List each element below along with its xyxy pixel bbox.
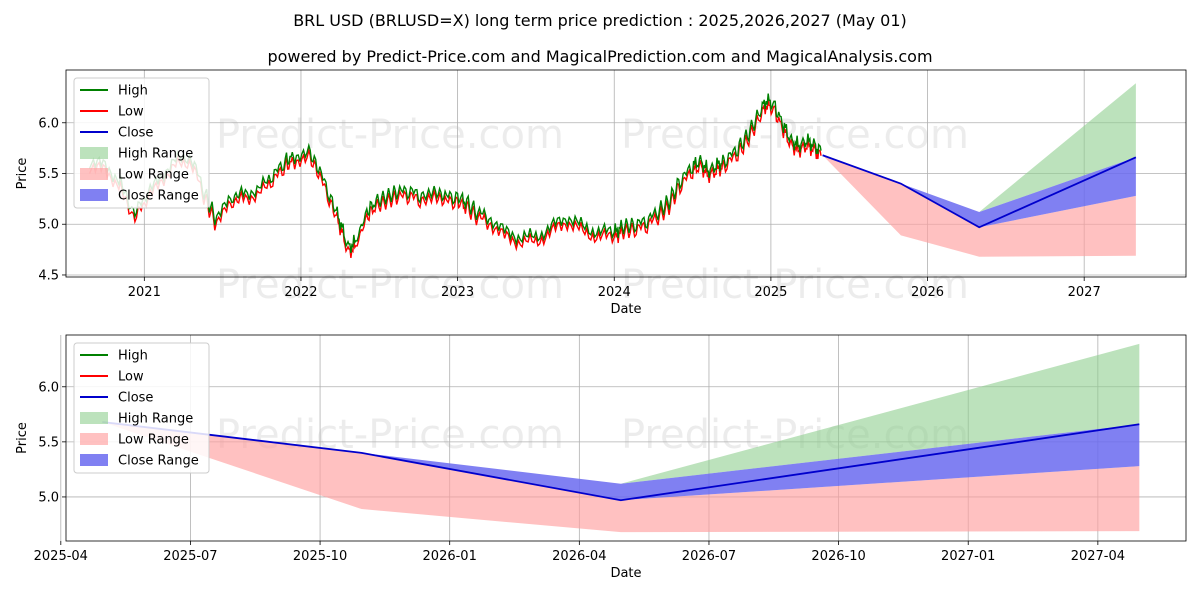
y-tick-label: 4.5 bbox=[38, 268, 59, 283]
y-axis-label: Price bbox=[15, 158, 30, 190]
legend-label: High bbox=[118, 84, 148, 99]
x-tick-label: 2023 bbox=[441, 285, 474, 300]
x-tick-label: 2026-04 bbox=[552, 549, 606, 564]
bottom-panel: Predict-Price.com Predict-Price.com2025-0… bbox=[15, 334, 1187, 581]
close-range-area bbox=[822, 155, 1136, 228]
low-line bbox=[88, 98, 822, 258]
legend-swatch bbox=[80, 147, 108, 159]
close-line bbox=[102, 421, 1140, 502]
y-tick-label: 5.0 bbox=[38, 490, 59, 505]
legend-swatch bbox=[80, 433, 108, 445]
x-tick-label: 2026-01 bbox=[423, 549, 477, 564]
y-axis-label: Price bbox=[15, 422, 30, 454]
legend-label: Low bbox=[118, 105, 144, 120]
close-range-area bbox=[102, 422, 1140, 501]
y-tick-label: 5.5 bbox=[38, 435, 59, 450]
watermark-text: Predict-Price.com bbox=[216, 262, 564, 308]
watermark-text: Predict-Price.com bbox=[621, 262, 969, 308]
high-range-area bbox=[102, 343, 1140, 484]
x-tick-label: 2026-07 bbox=[682, 549, 736, 564]
x-axis-label: Date bbox=[610, 566, 641, 581]
plot-frame bbox=[65, 69, 1187, 278]
x-tick-label: 2026 bbox=[911, 285, 944, 300]
low-range-area bbox=[822, 155, 1136, 257]
x-tick-label: 2026-10 bbox=[811, 549, 865, 564]
x-tick-label: 2024 bbox=[598, 285, 631, 300]
x-tick-label: 2025-10 bbox=[293, 549, 347, 564]
legend-label: High bbox=[118, 349, 148, 364]
x-tick-label: 2027-01 bbox=[941, 549, 995, 564]
y-tick-label: 6.0 bbox=[38, 116, 59, 131]
x-tick-label: 2027 bbox=[1068, 285, 1101, 300]
legend-label: Low bbox=[118, 370, 144, 385]
x-tick-label: 2025 bbox=[754, 285, 787, 300]
legend: High Low Close High Range Low Range Close Ran… bbox=[73, 342, 210, 474]
x-tick-label: 2025-04 bbox=[34, 549, 88, 564]
y-tick-label: 5.0 bbox=[38, 218, 59, 233]
x-tick-label: 2027-04 bbox=[1071, 549, 1125, 564]
legend-swatch bbox=[80, 189, 108, 201]
x-tick-label: 2021 bbox=[128, 285, 161, 300]
legend: High Low Close High Range Low Range Close Ran… bbox=[73, 77, 210, 209]
high-range-area bbox=[822, 83, 1136, 213]
plot-frame bbox=[65, 334, 1187, 542]
chart-subtitle: powered by Predict-Price.com and Magical… bbox=[267, 47, 932, 66]
legend-label: Close bbox=[118, 126, 153, 141]
chart-title: BRL USD (BRLUSD=X) long term price predi… bbox=[293, 11, 907, 30]
legend-label: Low Range bbox=[118, 168, 189, 183]
high-line bbox=[88, 93, 822, 253]
watermark-text: Predict-Price.com bbox=[216, 112, 564, 158]
top-panel: Predict-Price.com Predict-Price.com Predic… bbox=[15, 69, 1187, 317]
legend-label: Close Range bbox=[118, 189, 199, 204]
legend-swatch bbox=[80, 454, 108, 466]
x-tick-label: 2022 bbox=[284, 285, 317, 300]
legend-label: High Range bbox=[118, 147, 193, 162]
x-axis-label: Date bbox=[610, 302, 641, 317]
legend-swatch bbox=[80, 412, 108, 424]
legend-label: Close Range bbox=[118, 454, 199, 469]
legend-label: Low Range bbox=[118, 433, 189, 448]
close-line bbox=[822, 154, 1137, 229]
legend-swatch bbox=[80, 168, 108, 180]
y-tick-label: 5.5 bbox=[38, 167, 59, 182]
legend-label: Close bbox=[118, 391, 153, 406]
legend-label: High Range bbox=[118, 412, 193, 427]
y-tick-label: 6.0 bbox=[38, 380, 59, 395]
x-tick-label: 2025-07 bbox=[163, 549, 217, 564]
low-range-area bbox=[102, 422, 1140, 533]
